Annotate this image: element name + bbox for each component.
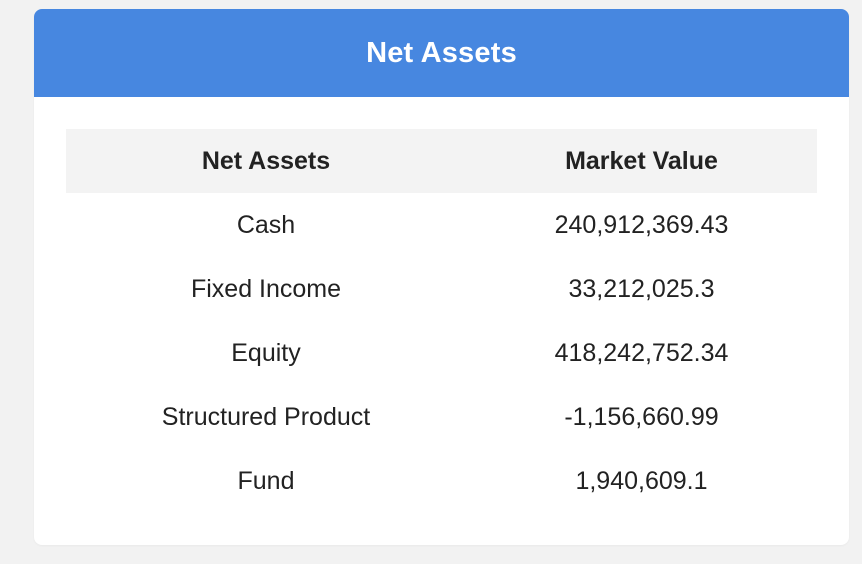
table-header: Net Assets Market Value bbox=[66, 129, 817, 193]
table-row: Fixed Income 33,212,025.3 bbox=[66, 257, 817, 321]
table-row: Structured Product -1,156,660.99 bbox=[66, 385, 817, 449]
table-body: Cash 240,912,369.43 Fixed Income 33,212,… bbox=[66, 193, 817, 513]
market-value-cell: -1,156,660.99 bbox=[564, 402, 719, 431]
market-value-cell: 418,242,752.34 bbox=[554, 338, 729, 367]
table-header-row: Net Assets Market Value bbox=[66, 129, 817, 193]
column-header-market-value: Market Value bbox=[565, 146, 718, 175]
column-header-net-assets: Net Assets bbox=[201, 146, 331, 175]
table-row: Cash 240,912,369.43 bbox=[66, 193, 817, 257]
asset-name-cell: Structured Product bbox=[161, 402, 371, 431]
net-assets-card: Net Assets Net Assets Market Value Cash … bbox=[34, 9, 849, 545]
table-row: Fund 1,940,609.1 bbox=[66, 449, 817, 513]
net-assets-table-container: Net Assets Market Value Cash 240,912,369… bbox=[66, 129, 817, 513]
asset-name-cell: Fund bbox=[237, 466, 295, 495]
card-title: Net Assets bbox=[34, 9, 849, 97]
asset-name-cell: Cash bbox=[236, 210, 296, 239]
asset-name-cell: Fixed Income bbox=[190, 274, 342, 303]
net-assets-table: Net Assets Market Value Cash 240,912,369… bbox=[66, 129, 817, 513]
table-row: Equity 418,242,752.34 bbox=[66, 321, 817, 385]
asset-name-cell: Equity bbox=[231, 338, 301, 367]
market-value-cell: 240,912,369.43 bbox=[554, 210, 729, 239]
market-value-cell: 33,212,025.3 bbox=[568, 274, 715, 303]
market-value-cell: 1,940,609.1 bbox=[575, 466, 708, 495]
